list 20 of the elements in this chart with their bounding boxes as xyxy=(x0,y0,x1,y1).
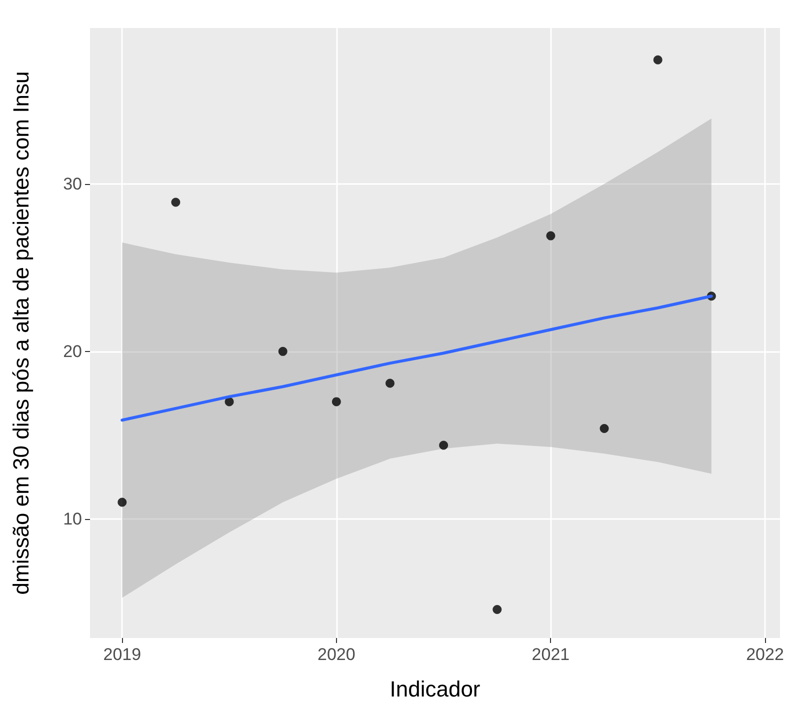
point xyxy=(278,346,288,356)
point xyxy=(386,378,394,388)
point xyxy=(332,397,341,406)
y-axis-title: dmissão em 30 dias pós a alta de pacientes com Insu xyxy=(8,71,34,595)
y-tick-label: 20 xyxy=(63,342,82,361)
point xyxy=(439,440,448,450)
x-tick-label: 2020 xyxy=(318,645,356,664)
point xyxy=(224,397,234,406)
x-tick-label: 2019 xyxy=(103,645,142,664)
point xyxy=(492,605,502,614)
x-tick-label: 2022 xyxy=(746,645,784,664)
x-tick-label: 2021 xyxy=(532,645,570,664)
point xyxy=(546,231,556,240)
point xyxy=(653,55,662,64)
y-tick-label: 10 xyxy=(63,510,82,529)
x-axis-title: Indicador xyxy=(390,676,480,702)
point xyxy=(600,424,609,434)
y-tick-label: 30 xyxy=(63,174,82,194)
point xyxy=(171,198,180,207)
point xyxy=(118,498,127,507)
